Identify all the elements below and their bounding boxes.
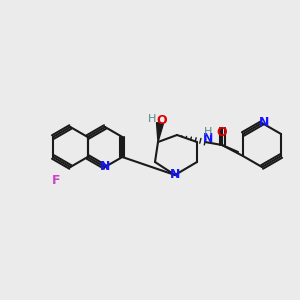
- Text: H: H: [148, 114, 156, 124]
- Text: O: O: [217, 125, 227, 139]
- Text: N: N: [259, 116, 269, 130]
- Text: F: F: [52, 175, 61, 188]
- Text: N: N: [100, 160, 110, 173]
- Text: N: N: [203, 133, 213, 146]
- Polygon shape: [157, 123, 164, 142]
- Text: O: O: [157, 113, 167, 127]
- Text: N: N: [170, 169, 180, 182]
- Text: H: H: [204, 127, 212, 137]
